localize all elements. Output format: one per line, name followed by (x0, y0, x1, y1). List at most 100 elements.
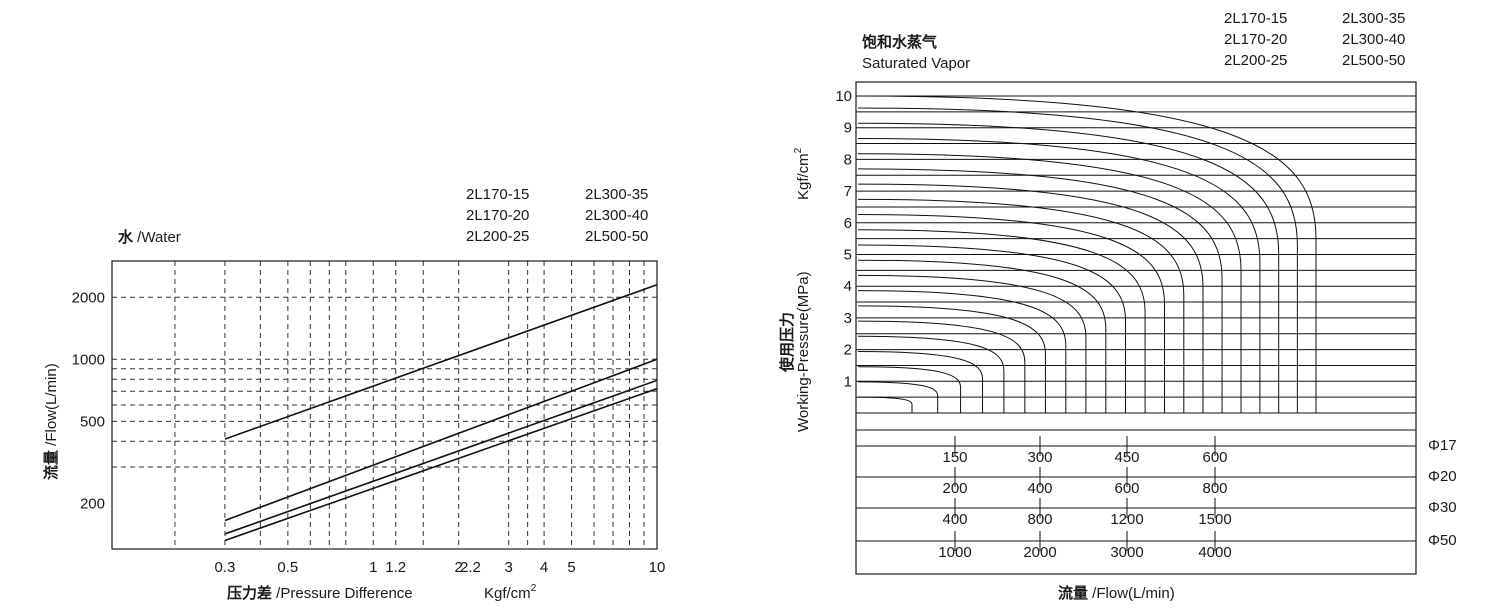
vapor-y-axis-label-cn: 使用压力 (778, 312, 796, 373)
vapor-y-tick-label: 1 (844, 373, 852, 390)
vapor-y-tick-label: 7 (844, 183, 852, 200)
vapor-flow-curve (857, 214, 1166, 413)
water-x-tick-label: 1.2 (385, 559, 406, 576)
vapor-flow-curve (857, 198, 1185, 413)
vapor-scale-value: 2000 (1023, 544, 1056, 561)
vapor-legend-item: 2L300-35 (1342, 10, 1405, 27)
vapor-scale-value: 300 (1027, 449, 1052, 466)
vapor-y-tick-label: 3 (844, 310, 852, 327)
water-x-tick-label: 2.2 (460, 559, 481, 576)
vapor-tick-labels: 1 2 3 4 5 6 7 8 9 10 (835, 88, 852, 390)
water-x-tick-label: 10 (649, 559, 666, 576)
water-series (224, 284, 658, 542)
vapor-legend-item: 2L300-40 (1342, 31, 1405, 48)
vapor-y-tick-label: 6 (844, 215, 852, 232)
water-y-tick-label: 200 (80, 495, 105, 512)
vapor-flow-scales: Φ17 150 300 450 600 Φ20 200 400 600 800 Φ30 400 800 1… (856, 436, 1457, 561)
vapor-scale-name: Φ20 (1428, 468, 1457, 485)
vapor-scale-value: 800 (1202, 480, 1227, 497)
vapor-flow-curve (857, 95, 1317, 413)
water-y-tick-label: 500 (80, 413, 105, 430)
vapor-title-en: Saturated Vapor (862, 55, 970, 72)
water-series-line (224, 379, 658, 535)
vapor-flow-curve (857, 335, 1005, 413)
vapor-scale-value: 3000 (1110, 544, 1143, 561)
vapor-flow-curve (857, 305, 1046, 413)
vapor-scale-value: 600 (1202, 449, 1227, 466)
vapor-scale-value: 1500 (1198, 511, 1231, 528)
water-tick-labels: 0.3 0.5 1 1.2 22.2 3 4 5 10 2000 1000 500 200 (72, 289, 666, 576)
vapor-flow-curve (857, 366, 962, 413)
vapor-plot-frame (855, 81, 1417, 575)
water-x-tick-label: 4 (540, 559, 548, 576)
vapor-scale-name: Φ50 (1428, 532, 1457, 549)
vapor-flow-curve (857, 183, 1204, 413)
vapor-scale-value: 1000 (938, 544, 971, 561)
water-legend: 2L170-15 2L170-20 2L200-25 2L300-35 2L30… (466, 186, 648, 245)
vapor-flow-curve (857, 137, 1261, 413)
vapor-y-tick-label: 8 (844, 151, 852, 168)
vapor-legend: 2L170-15 2L170-20 2L200-25 2L300-35 2L30… (1224, 10, 1405, 69)
vapor-scale-value: 200 (942, 480, 967, 497)
water-legend-item: 2L300-40 (585, 207, 648, 224)
vapor-scale-value: 4000 (1198, 544, 1231, 561)
vapor-flow-curve (857, 351, 984, 413)
vapor-y-tick-label: 5 (844, 247, 852, 264)
vapor-y-axis-label-en: Working-Pressure(MPa) (795, 271, 812, 432)
vapor-flow-curve (857, 122, 1280, 413)
vapor-flow-curve (857, 259, 1107, 413)
water-grid (112, 261, 657, 549)
water-legend-item: 2L300-35 (585, 186, 648, 203)
vapor-legend-item: 2L200-25 (1224, 52, 1287, 69)
vapor-y-axis-unit: Kgf/cm2 (793, 147, 812, 200)
water-plot-frame (111, 260, 658, 550)
vapor-scale-value: 400 (942, 511, 967, 528)
water-legend-item: 2L170-20 (466, 207, 529, 224)
water-x-axis-unit: Kgf/cm2 (484, 583, 537, 602)
water-y-axis-label: 流量 /Flow(L/min) (42, 363, 60, 480)
vapor-y-tick-label: 4 (844, 278, 852, 295)
water-legend-item: 2L200-25 (466, 228, 529, 245)
vapor-scale-value: 600 (1114, 480, 1139, 497)
water-y-tick-label: 2000 (72, 289, 105, 306)
water-x-tick-label: 1 (369, 559, 377, 576)
vapor-flow-curve (857, 244, 1127, 413)
water-x-axis-label: 压力差 /Pressure Difference (227, 584, 413, 602)
water-x-tick-label: 0.5 (277, 559, 298, 576)
water-x-tick-label: 0.3 (214, 559, 235, 576)
vapor-y-tick-label: 9 (844, 120, 852, 137)
vapor-scale-value: 1200 (1110, 511, 1143, 528)
water-x-tick-label: 5 (567, 559, 575, 576)
water-x-tick-label: 2 (455, 559, 463, 576)
vapor-scale-name: Φ17 (1428, 437, 1457, 454)
water-series-line (224, 284, 658, 440)
water-y-tick-label: 1000 (72, 351, 105, 368)
water-title: 水 /Water (118, 228, 181, 246)
water-legend-item: 2L500-50 (585, 228, 648, 245)
water-flow-chart: 0.3 0.5 1 1.2 22.2 3 4 5 10 2000 1000 500 200 水 /Wat… (42, 186, 665, 602)
vapor-scale-value: 800 (1027, 511, 1052, 528)
vapor-legend-item: 2L170-20 (1224, 31, 1287, 48)
vapor-legend-item: 2L500-50 (1342, 52, 1405, 69)
vapor-scale-name: Φ30 (1428, 499, 1457, 516)
vapor-flow-curve (857, 274, 1087, 413)
water-series-line (224, 358, 658, 522)
vapor-flow-chart: 1 2 3 4 5 6 7 8 9 10 Φ17 150 300 450 600 Φ20 200 400 600 8… (778, 10, 1457, 602)
water-legend-item: 2L170-15 (466, 186, 529, 203)
vapor-flow-curve (857, 290, 1067, 413)
vapor-scale-value: 150 (942, 449, 967, 466)
vapor-flow-curve (857, 153, 1242, 413)
vapor-flow-curve (857, 168, 1223, 413)
water-x-tick-label: 3 (504, 559, 512, 576)
vapor-legend-item: 2L170-15 (1224, 10, 1287, 27)
vapor-pressure-lines (856, 95, 1416, 431)
vapor-scale-value: 450 (1114, 449, 1139, 466)
vapor-scale-value: 400 (1027, 480, 1052, 497)
vapor-x-axis-label: 流量 /Flow(L/min) (1058, 584, 1175, 602)
vapor-flow-curve (857, 107, 1298, 413)
vapor-y-tick-label: 2 (844, 342, 852, 359)
water-series-line (224, 387, 658, 542)
vapor-flow-curve (857, 396, 913, 413)
vapor-title-cn: 饱和水蒸气 (862, 33, 937, 51)
